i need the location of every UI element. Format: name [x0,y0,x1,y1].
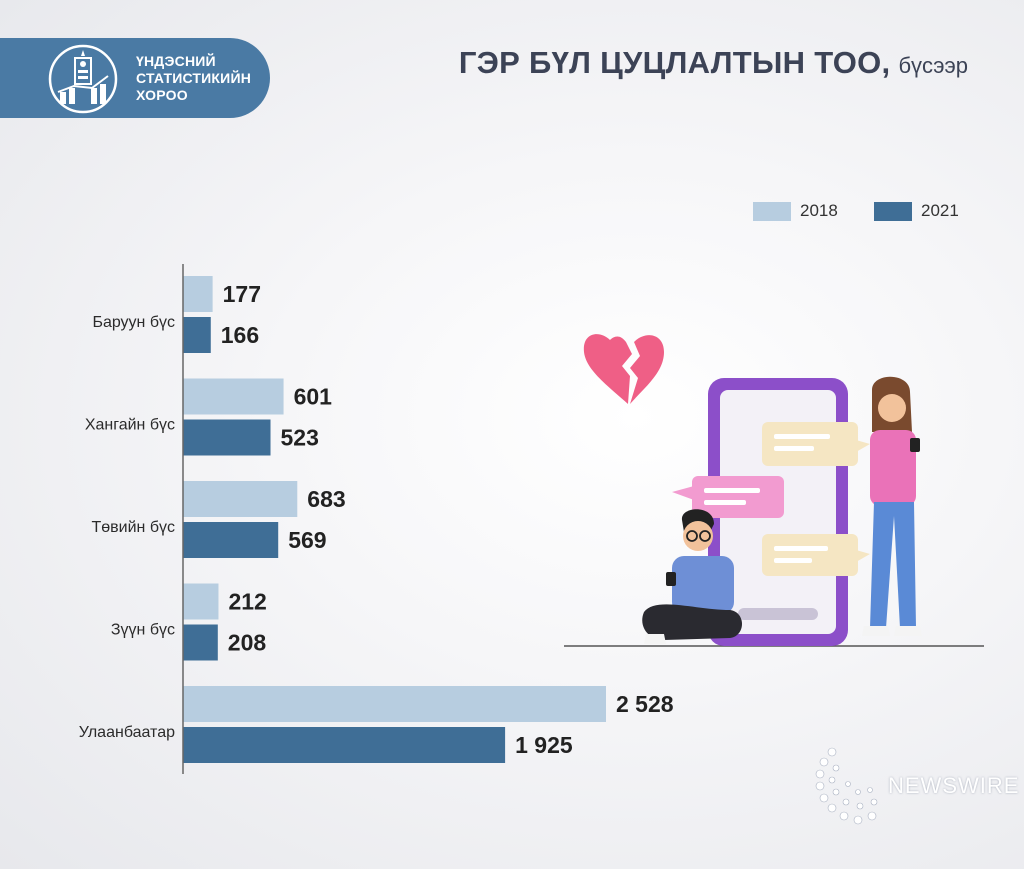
bar-2021-0 [183,317,211,353]
chat-bubble-icon [762,534,870,576]
newswire-watermark: NEWSWIRE [812,744,1019,828]
data-label-2021-0: 166 [221,322,259,348]
bar-2021-3 [183,624,218,661]
org-line-3: ХОРОО [136,87,188,103]
bar-2018-3 [183,583,219,620]
data-label-2018-2: 683 [307,486,345,512]
bar-2018-4 [183,686,606,722]
legend-item-2021: 2021 [874,201,959,221]
man-figure-icon [642,509,742,644]
title-subtitle: бүсээр [898,53,968,78]
bar-2021-4 [183,727,506,763]
legend-label-2018: 2018 [800,201,838,220]
category-label-3: Зүүн бүс [111,622,175,639]
data-label-2021-2: 569 [288,527,326,553]
category-label-4: Улаанбаатар [79,724,175,741]
bar-2018-0 [183,276,213,312]
data-label-2021-1: 523 [281,425,319,451]
woman-figure-icon [862,376,922,636]
newswire-logo-icon [815,747,878,825]
page-title: ГЭР БҮЛ ЦУЦЛАЛТЫН ТОО, бүсээр [459,45,968,81]
data-label-2018-3: 212 [228,589,266,615]
title-main: ГЭР БҮЛ ЦУЦЛАЛТЫН ТОО, [458,45,891,80]
data-label-2021-3: 208 [228,630,267,656]
legend-label-2021: 2021 [921,201,959,220]
org-line-2: СТАТИСТИКИЙН [136,70,252,86]
chart-legend: 2018 2021 [0,201,1024,225]
legend-swatch-2021 [874,201,912,221]
org-line-1: ҮНДЭСНИЙ [136,53,216,69]
legend-swatch-2018 [753,201,791,221]
bar-2021-2 [183,522,279,558]
chat-bubble-icon [762,422,870,466]
data-label-2021-4: 1 925 [515,732,573,758]
newswire-wordmark: NEWSWIRE [888,773,1020,798]
data-label-2018-0: 177 [223,281,261,307]
logo-banner: ҮНДЭСНИЙ СТАТИСТИКИЙН ХОРОО [0,38,270,118]
category-label-0: Баруун бүс [92,314,175,331]
data-label-2018-1: 601 [294,384,333,410]
bar-2018-1 [183,378,284,415]
bar-2018-2 [183,481,298,517]
category-label-2: Төвийн бүс [92,519,176,536]
chat-bubble-icon [672,476,784,518]
legend-item-2018: 2018 [753,201,838,221]
data-label-2018-4: 2 528 [616,691,674,717]
organization-name: ҮНДЭСНИЙ СТАТИСТИКИЙН ХОРОО [136,53,251,104]
broken-heart-icon [583,334,664,404]
bar-2021-1 [183,419,271,456]
category-label-1: Хангайн бүс [85,417,175,434]
statistics-emblem-icon [48,44,118,114]
couple-phone-illustration [564,334,984,647]
